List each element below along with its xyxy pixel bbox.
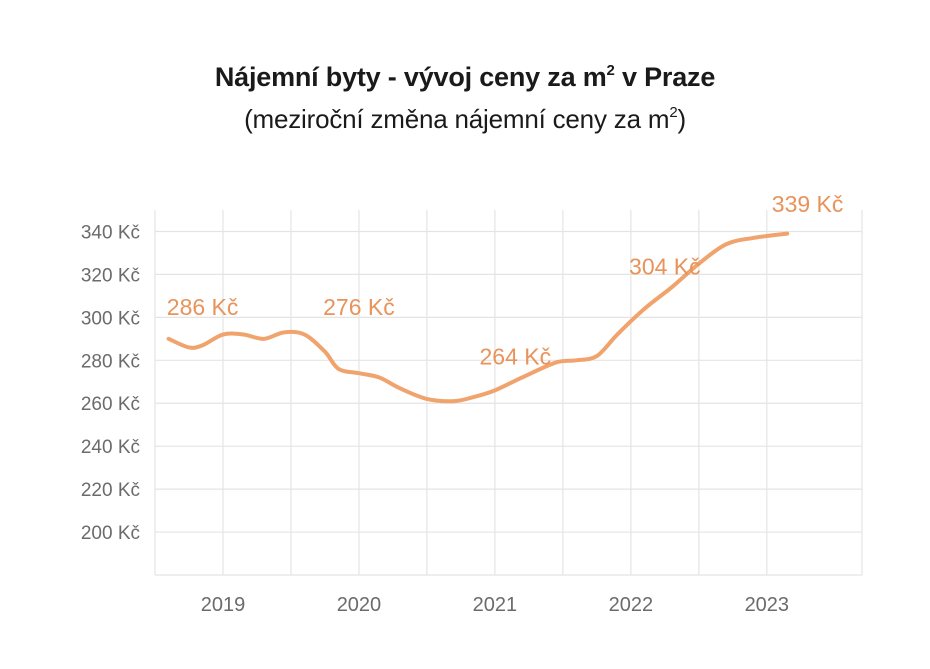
y-tick-label: 240 Kč: [81, 437, 140, 458]
x-tick-label: 2022: [609, 594, 654, 616]
x-tick-label: 2019: [201, 594, 246, 616]
x-tick-label: 2020: [337, 594, 382, 616]
y-tick-label: 300 Kč: [81, 308, 140, 329]
data-label: 339 Kč: [772, 191, 844, 217]
data-label: 286 Kč: [167, 294, 239, 320]
chart-subtitle: (meziroční změna nájemní ceny za m2): [244, 104, 686, 134]
y-axis: 200 Kč 220 Kč 240 Kč 260 Kč 280 Kč 300 Kč 320 …: [81, 222, 140, 544]
y-tick-label: 200 Kč: [81, 523, 140, 544]
y-tick-label: 340 Kč: [81, 222, 140, 243]
grid-lines: [154, 210, 863, 576]
data-label: 276 Kč: [323, 294, 395, 320]
y-tick-label: 280 Kč: [81, 351, 140, 372]
y-tick-label: 260 Kč: [81, 394, 140, 415]
chart-title: Nájemní byty - vývoj ceny za m2 v Praze: [214, 62, 716, 92]
data-label: 264 Kč: [479, 344, 551, 370]
y-tick-label: 220 Kč: [81, 480, 140, 501]
x-tick-label: 2021: [473, 594, 518, 616]
series-line: [166, 231, 790, 404]
data-labels: 286 Kč 276 Kč 264 Kč 304 Kč 339 Kč: [167, 191, 844, 369]
y-tick-label: 320 Kč: [81, 265, 140, 286]
x-tick-label: 2023: [745, 594, 790, 616]
series-group: [166, 231, 790, 404]
x-axis: 2019 2020 2021 2022 2023: [201, 594, 789, 616]
data-label: 304 Kč: [629, 253, 701, 279]
